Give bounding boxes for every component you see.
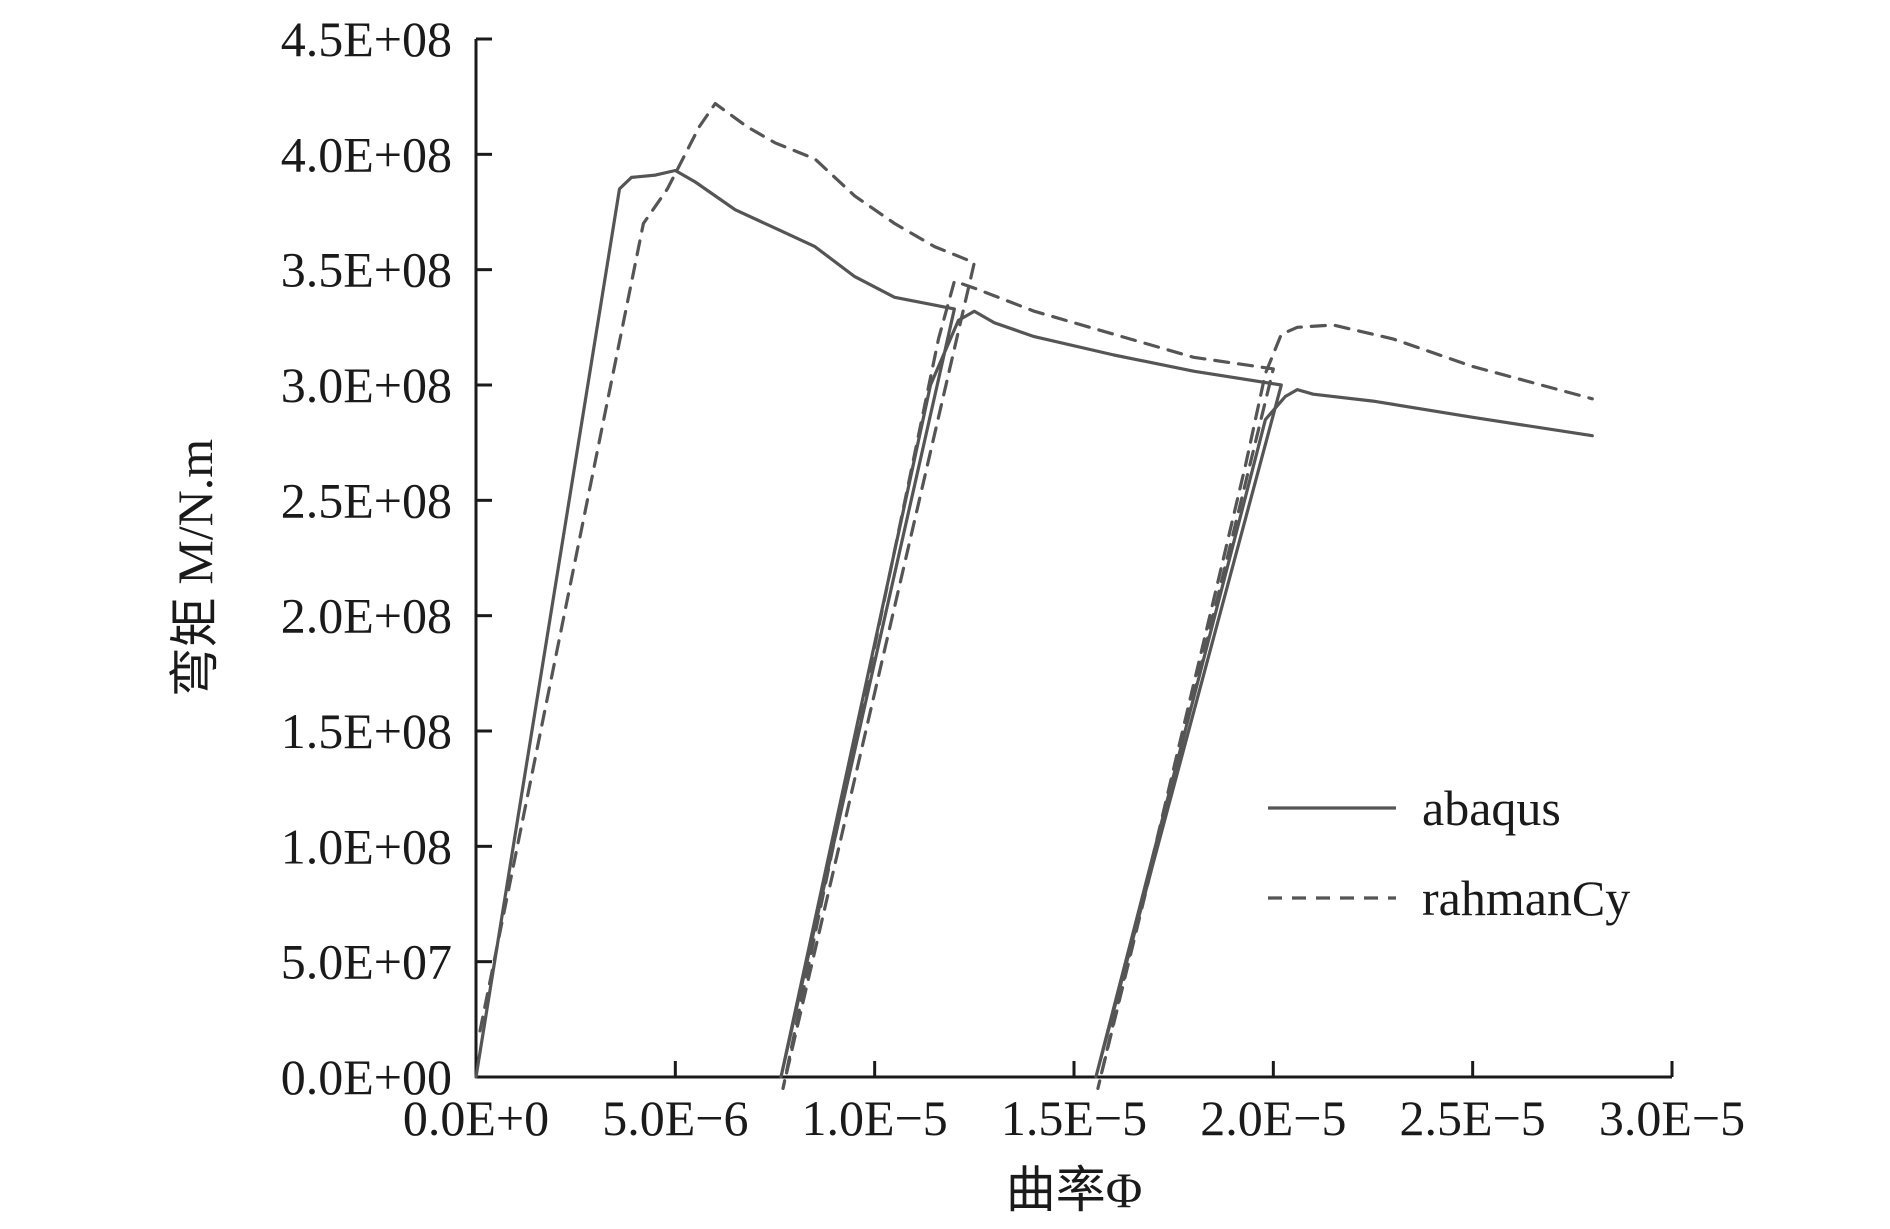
legend-label-abaqus: abaqus (1422, 780, 1561, 836)
legend-label-rahmanCy: rahmanCy (1422, 870, 1630, 926)
y-tick-label: 4.5E+08 (281, 11, 452, 67)
x-tick-label: 1.5E−5 (1001, 1090, 1147, 1146)
series-line-rahmanCy (478, 102, 1594, 1091)
x-tick-label: 1.0E−5 (802, 1090, 948, 1146)
y-tick-label: 3.5E+08 (281, 242, 452, 298)
y-tick-label: 2.5E+08 (281, 472, 452, 528)
series-line-abaqus (474, 168, 1594, 1079)
axes: 0.0E+0 5.0E−6 1.0E−5 1.5E−5 2.0E−5 2.5E−5 3.0E… (281, 11, 1745, 1146)
series-layer (474, 102, 1594, 1091)
y-tick-label: 1.0E+08 (281, 818, 452, 874)
y-axis-title: 弯矩 M/N.m (167, 439, 223, 697)
y-tick-label: 5.0E+07 (281, 934, 452, 990)
x-tick-label: 2.0E−5 (1200, 1090, 1346, 1146)
y-tick-label: 2.0E+08 (281, 588, 452, 644)
y-tick-label: 1.5E+08 (281, 703, 452, 759)
x-tick-label: 3.0E−5 (1599, 1090, 1745, 1146)
y-tick-label: 4.0E+08 (281, 126, 452, 182)
y-tick-label: 3.0E+08 (281, 357, 452, 413)
x-tick-label: 5.0E−6 (602, 1090, 748, 1146)
x-axis-title: 曲率Φ (1006, 1162, 1143, 1218)
x-tick-label: 2.5E−5 (1400, 1090, 1546, 1146)
x-tick-label: 0.0E+0 (403, 1090, 549, 1146)
legend: abaqus rahmanCy (1268, 780, 1630, 926)
y-tick-label: 0.0E+00 (281, 1049, 452, 1105)
